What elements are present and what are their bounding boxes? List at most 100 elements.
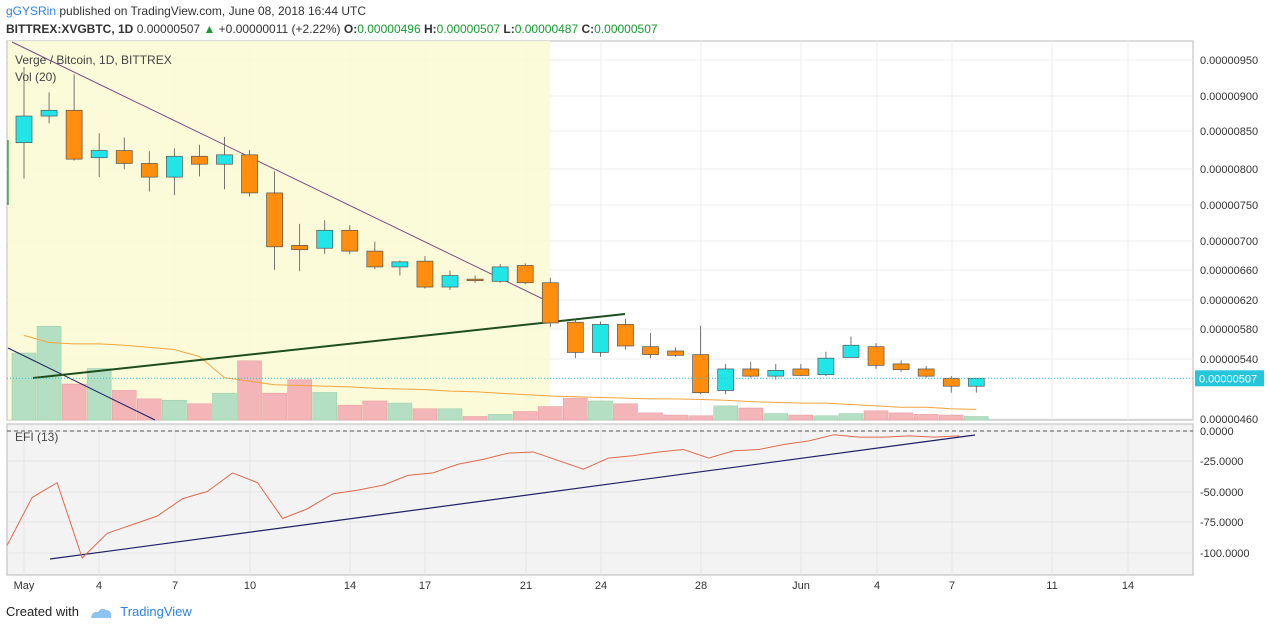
candle-body [692, 354, 709, 394]
price-tick-label: 0.00000800 [1200, 164, 1258, 176]
candle-body [742, 368, 760, 377]
candle-body [166, 155, 183, 178]
candle-body [140, 163, 158, 178]
low-value: 0.00000487 [514, 22, 579, 36]
candle-body [316, 229, 334, 249]
chart-title: Verge / Bitcoin, 1D, BITTREX [15, 53, 172, 67]
tradingview-link[interactable]: TradingView [120, 604, 192, 619]
candle-body [917, 368, 935, 377]
price-tick-label: 0.00000660 [1200, 265, 1258, 277]
candle-up [842, 336, 860, 358]
high-value: 0.00000507 [436, 22, 501, 36]
x-tick-label: 14 [1122, 580, 1134, 592]
candle-up [316, 220, 334, 254]
open-value: 0.00000496 [357, 22, 421, 36]
candle-up [15, 67, 33, 179]
x-tick-label: 4 [874, 580, 880, 592]
volume-bar [813, 415, 839, 421]
price-tick-label: 0.00000580 [1200, 324, 1258, 336]
candle-down [617, 318, 634, 350]
created-with-text: Created with [6, 604, 79, 619]
x-tick-label: 21 [520, 580, 532, 592]
candle-down [692, 325, 709, 395]
candle-down [266, 171, 283, 270]
efi-tick-label: -25.0000 [1200, 456, 1243, 468]
candle-up [90, 133, 108, 178]
efi-title: EFI (13) [15, 430, 58, 444]
candle-up [592, 321, 609, 357]
candle-body [291, 245, 309, 251]
price-tick-label: 0.00000850 [1200, 126, 1258, 138]
chart-canvas[interactable]: 0.00000950 0.00000900 0.00000850 0.00000800… [0, 0, 1270, 600]
symbol-line: BITTREX:XVGBTC, 1D [6, 22, 134, 36]
candle-down [65, 74, 83, 161]
footer: Created with TradingView [6, 604, 192, 620]
volume-bar [462, 416, 488, 421]
candle-body [541, 282, 559, 324]
volume-bar [162, 399, 187, 421]
efi-tick-label: -50.0000 [1200, 487, 1243, 499]
volume-bar [287, 379, 312, 421]
last-price: 0.00000507 [136, 22, 201, 36]
candle-up [40, 92, 58, 124]
candle-body [617, 324, 634, 347]
volume-bar [312, 392, 338, 421]
price-tick-label: 0.00000620 [1200, 295, 1258, 307]
candle-down [642, 333, 659, 359]
volume-bar [387, 402, 413, 421]
volume-bar [638, 412, 663, 421]
candle-down [291, 223, 309, 272]
volume-bar [838, 413, 864, 421]
candle-down [892, 360, 910, 372]
x-tick-label: Jun [792, 580, 810, 592]
candle-body [90, 150, 108, 159]
candle-up [491, 264, 509, 283]
author-link[interactable]: gGYSRin [6, 4, 57, 18]
candle-body [817, 357, 835, 376]
candle-body [717, 368, 735, 391]
candle-up [817, 351, 835, 377]
close-value: 0.00000507 [594, 22, 658, 36]
publish-header: gGYSRin published on TradingView.com, Ju… [6, 4, 366, 18]
volume-bar [613, 403, 638, 421]
candle-up [441, 270, 459, 290]
candle-up [717, 363, 735, 395]
volume-ma-line [23, 334, 977, 410]
candle-body [241, 154, 258, 194]
x-tick-label: 7 [949, 580, 955, 592]
candle-down [942, 376, 960, 393]
volume-bar [237, 360, 262, 421]
volume-bar [362, 400, 388, 421]
volume-bar [487, 414, 513, 421]
candle-up [767, 363, 785, 380]
x-tick-label: 24 [595, 580, 607, 592]
candle-down [566, 318, 584, 359]
tradingview-logo-icon [90, 608, 111, 618]
volume-bar [913, 414, 939, 421]
volume-bar [788, 414, 814, 421]
x-tick-label: 7 [172, 580, 178, 592]
volume-bar [187, 403, 212, 421]
price-tick-label: 0.00000950 [1200, 55, 1258, 67]
candle-body [65, 109, 83, 160]
volume-bar [888, 412, 914, 421]
volume-bar [863, 410, 889, 421]
candle-body [391, 261, 409, 268]
candle-body [892, 363, 910, 371]
volume-bar [763, 413, 789, 421]
candle-down [341, 225, 359, 254]
candle-body [341, 229, 359, 252]
descending-trendline [11, 41, 546, 301]
efi-pane [6, 423, 1194, 576]
candle-body [416, 260, 434, 288]
candle-up [216, 136, 233, 190]
open-label: O: [343, 22, 358, 36]
candle-body [266, 192, 283, 248]
candle-down [191, 144, 208, 177]
candle-up [391, 260, 409, 276]
volume-bar [738, 407, 764, 421]
candle-down [742, 361, 760, 378]
candle-body [867, 346, 885, 366]
up-triangle-icon: ▲ [203, 22, 216, 36]
volume-bar [337, 404, 363, 421]
